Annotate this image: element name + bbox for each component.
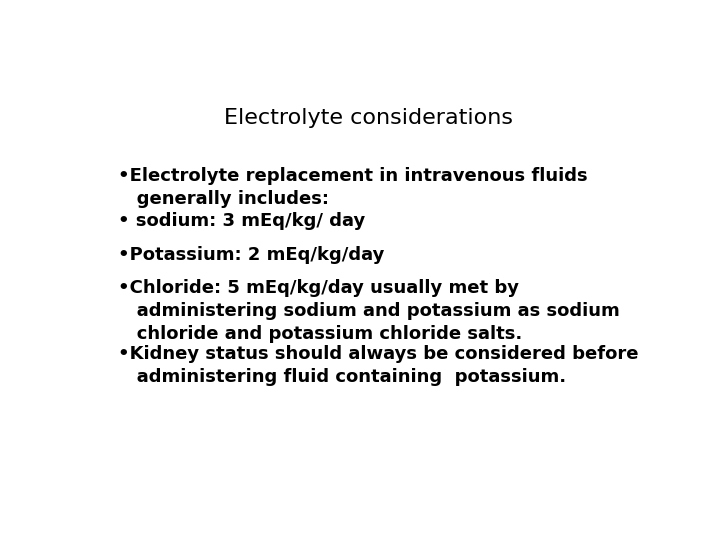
Text: • sodium: 3 mEq/kg/ day: • sodium: 3 mEq/kg/ day bbox=[118, 212, 365, 231]
Text: •Chloride: 5 mEq/kg/day usually met by
   administering sodium and potassium as : •Chloride: 5 mEq/kg/day usually met by a… bbox=[118, 279, 620, 343]
Text: Electrolyte considerations: Electrolyte considerations bbox=[225, 109, 513, 129]
Text: •Kidney status should always be considered before
   administering fluid contain: •Kidney status should always be consider… bbox=[118, 346, 639, 386]
Text: •Potassium: 2 mEq/kg/day: •Potassium: 2 mEq/kg/day bbox=[118, 246, 384, 264]
Text: •Electrolyte replacement in intravenous fluids
   generally includes:: •Electrolyte replacement in intravenous … bbox=[118, 167, 588, 207]
